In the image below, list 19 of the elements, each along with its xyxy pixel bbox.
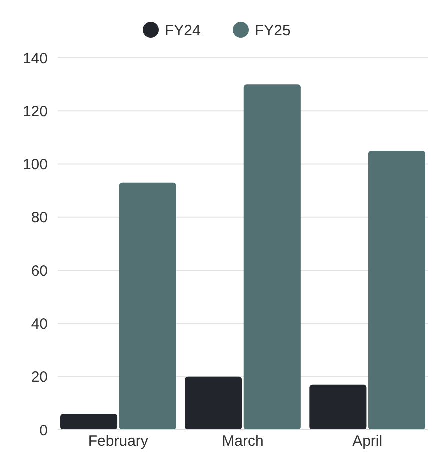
y-tick-label: 140 [22,50,48,68]
legend-label: FY24 [165,22,201,40]
y-tick-label: 20 [31,369,48,386]
y-tick-label: 0 [40,422,48,440]
legend-label: FY25 [255,22,291,40]
bar [244,84,301,430]
y-tick-label: 80 [31,210,48,227]
x-tick-label: March [222,433,264,450]
x-tick-label: April [352,433,383,450]
y-tick-label: 100 [22,156,48,174]
y-tick-label: 40 [31,316,48,333]
bar [310,384,367,430]
y-tick-label: 120 [22,103,48,120]
x-tick-label: February [88,433,149,450]
bar [119,182,176,430]
bar [368,151,426,430]
bar [60,414,118,430]
y-tick-label: 60 [31,262,48,280]
bar [185,376,242,430]
